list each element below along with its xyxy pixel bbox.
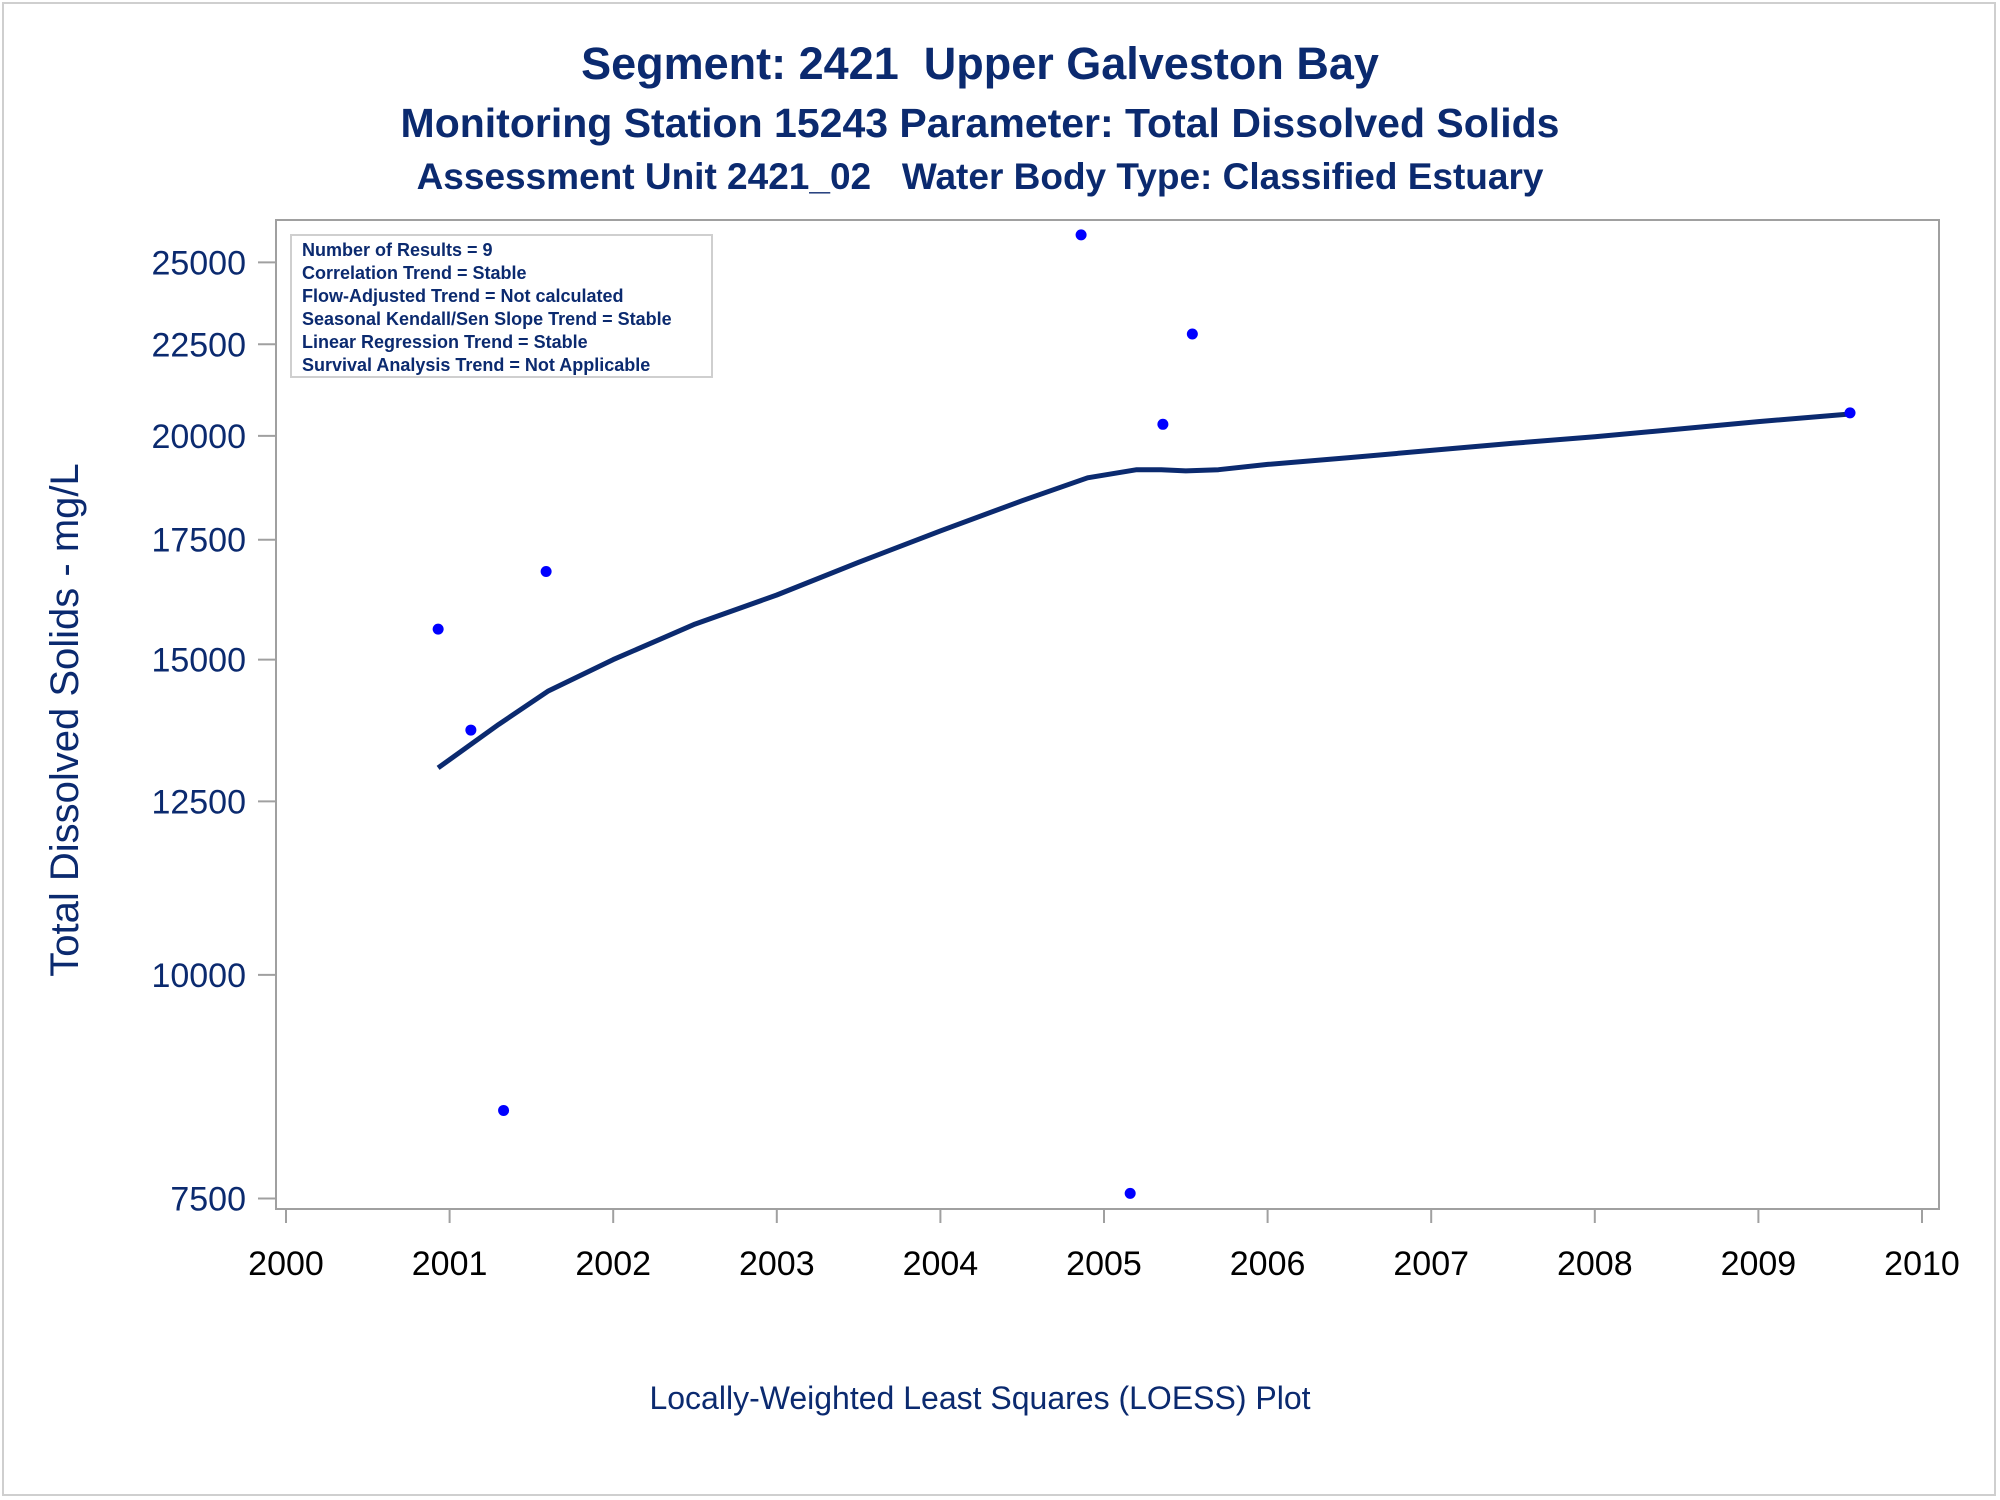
chart-subtitle: Monitoring Station 15243 Parameter: Tota… bbox=[400, 100, 1560, 146]
y-tick-label: 22500 bbox=[151, 326, 246, 364]
data-point bbox=[540, 565, 552, 577]
data-point bbox=[1124, 1187, 1136, 1199]
x-tick-label: 2000 bbox=[248, 1245, 324, 1283]
data-point bbox=[1157, 418, 1169, 430]
plot-area bbox=[275, 219, 1940, 1210]
y-axis-label: Total Dissolved Solids - mg/L bbox=[43, 463, 87, 977]
legend-line: Linear Regression Trend = Stable bbox=[302, 332, 588, 352]
legend-line: Survival Analysis Trend = Not Applicable bbox=[302, 355, 650, 375]
x-tick-label: 2009 bbox=[1721, 1245, 1797, 1283]
y-tick-label: 10000 bbox=[151, 957, 246, 995]
legend-line: Number of Results = 9 bbox=[302, 240, 493, 260]
y-tick-label: 25000 bbox=[151, 244, 246, 282]
x-tick-label: 2005 bbox=[1066, 1245, 1142, 1283]
y-tick-label: 20000 bbox=[151, 418, 246, 456]
x-tick-label: 2007 bbox=[1393, 1245, 1469, 1283]
chart-title: Segment: 2421 Upper Galveston Bay bbox=[581, 38, 1379, 89]
x-tick-label: 2004 bbox=[903, 1245, 979, 1283]
x-tick-label: 2001 bbox=[412, 1245, 488, 1283]
data-point bbox=[1844, 407, 1856, 419]
y-tick-label: 12500 bbox=[151, 783, 246, 821]
x-tick-label: 2008 bbox=[1557, 1245, 1633, 1283]
x-tick-label: 2010 bbox=[1884, 1245, 1960, 1283]
legend-line: Flow-Adjusted Trend = Not calculated bbox=[302, 286, 624, 306]
y-tick-label: 7500 bbox=[170, 1181, 246, 1219]
x-axis: 2000 2001 2002 2003 2004 2005 2006 2007 2008 2009… bbox=[248, 1209, 1960, 1283]
legend-line: Correlation Trend = Stable bbox=[302, 263, 527, 283]
x-tick-label: 2003 bbox=[739, 1245, 815, 1283]
data-point bbox=[498, 1104, 510, 1116]
x-tick-label: 2006 bbox=[1230, 1245, 1306, 1283]
legend-line: Seasonal Kendall/Sen Slope Trend = Stabl… bbox=[302, 309, 672, 329]
data-point bbox=[1186, 328, 1198, 340]
y-axis: 7500 10000 12500 15000 17500 20000 22500 25000 bbox=[151, 244, 276, 1219]
y-tick-label: 15000 bbox=[151, 642, 246, 680]
legend-box: Number of Results = 9 Correlation Trend … bbox=[290, 234, 713, 378]
x-tick-label: 2002 bbox=[575, 1245, 651, 1283]
chart-subtitle-2: Assessment Unit 2421_02 Water Body Type:… bbox=[416, 156, 1544, 197]
data-points bbox=[432, 229, 1856, 1199]
data-point bbox=[465, 724, 477, 736]
data-point bbox=[432, 623, 444, 635]
chart-footnote: Locally-Weighted Least Squares (LOESS) P… bbox=[649, 1380, 1311, 1416]
y-tick-label: 17500 bbox=[151, 522, 246, 560]
loess-curve bbox=[436, 411, 1851, 770]
data-point bbox=[1075, 229, 1087, 241]
